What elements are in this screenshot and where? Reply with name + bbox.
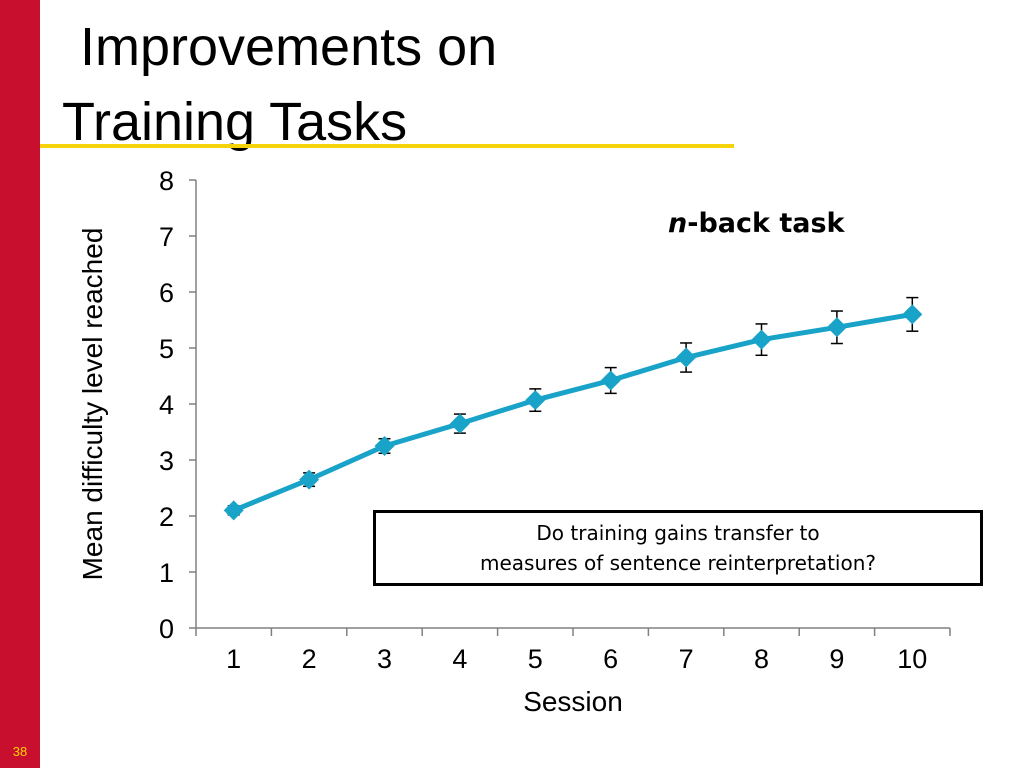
y-tick-label: 5: [159, 334, 174, 364]
question-line-1: Do training gains transfer to: [536, 521, 820, 545]
data-point-marker: [600, 370, 621, 391]
x-tick-label: 1: [226, 644, 241, 674]
side-bar: [0, 0, 40, 768]
x-axis-label: Session: [523, 686, 623, 717]
y-tick-label: 1: [159, 558, 174, 588]
question-line-2: measures of sentence reinterpretation?: [479, 551, 876, 575]
data-point-marker: [374, 436, 395, 456]
title-underline: [40, 144, 734, 148]
y-tick-label: 2: [159, 502, 174, 532]
slide-title-line-2: Training Tasks: [62, 92, 408, 152]
y-tick-label: 4: [159, 390, 174, 420]
slide-title-line-1: Improvements on: [80, 17, 498, 77]
question-box: Do training gains transfer to measures o…: [373, 510, 983, 586]
y-axis-label: Mean difficulty level reached: [77, 228, 108, 581]
data-point-marker: [751, 329, 772, 350]
task-label-n: n: [668, 208, 688, 239]
data-point-marker: [525, 390, 546, 411]
y-tick-label: 7: [159, 222, 174, 252]
y-tick-label: 0: [159, 614, 174, 644]
x-tick-label: 10: [897, 644, 927, 674]
x-tick-label: 3: [377, 644, 392, 674]
task-label: n-back task: [668, 208, 845, 239]
data-point-marker: [902, 304, 923, 325]
x-tick-label: 2: [302, 644, 317, 674]
data-point-marker: [676, 347, 697, 368]
x-tick-label: 9: [829, 644, 844, 674]
x-tick-label: 7: [679, 644, 694, 674]
data-point-marker: [299, 469, 320, 490]
data-point-marker: [826, 317, 847, 338]
x-tick-label: 4: [452, 644, 467, 674]
slide-number: 38: [12, 744, 28, 759]
x-tick-label: 5: [528, 644, 543, 674]
y-tick-label: 8: [159, 166, 174, 196]
y-tick-label: 3: [159, 446, 174, 476]
series-line: [232, 311, 913, 513]
data-point-marker: [449, 413, 470, 434]
x-tick-label: 6: [603, 644, 618, 674]
task-label-rest: -back task: [687, 208, 845, 239]
x-tick-label: 8: [754, 644, 769, 674]
y-tick-label: 6: [159, 278, 174, 308]
data-point-marker: [223, 500, 244, 521]
